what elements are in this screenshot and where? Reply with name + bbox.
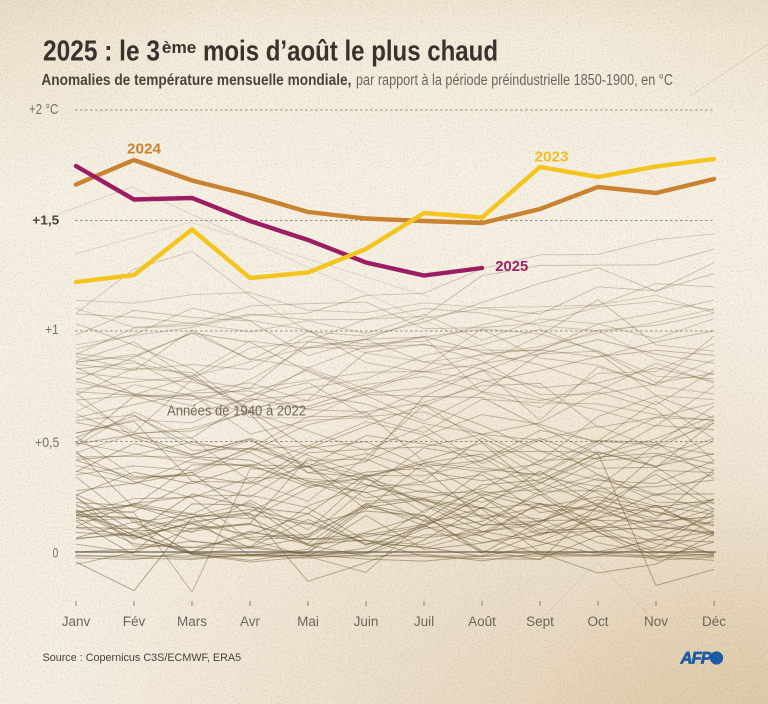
svg-text:2025: 2025 — [495, 258, 528, 275]
svg-text:Mai: Mai — [297, 614, 319, 629]
svg-text:+1: +1 — [45, 321, 59, 337]
svg-text:ème: ème — [162, 38, 196, 57]
svg-text:2024: 2024 — [127, 141, 162, 158]
svg-text:par rapport à la période préin: par rapport à la période préindustrielle… — [356, 72, 673, 89]
svg-text:Source : Copernicus C3S/ECMWF,: Source : Copernicus C3S/ECMWF, ERA5 — [43, 652, 242, 664]
svg-text:+1,5: +1,5 — [32, 214, 59, 228]
svg-text:Anomalies de température mensu: Anomalies de température mensuelle mondi… — [41, 72, 351, 89]
svg-text:Août: Août — [468, 614, 496, 629]
svg-text:Sept: Sept — [526, 614, 554, 629]
svg-text:Juin: Juin — [354, 614, 379, 629]
svg-text:Fév: Fév — [123, 614, 146, 629]
svg-text:Juil: Juil — [414, 614, 434, 629]
svg-text:AFP: AFP — [680, 650, 713, 668]
svg-text:Années de 1940 à 2022: Années de 1940 à 2022 — [167, 403, 306, 420]
svg-text:0: 0 — [53, 545, 59, 561]
svg-text:+0,5: +0,5 — [35, 434, 59, 450]
svg-text:Avr: Avr — [240, 614, 261, 629]
svg-text:2023: 2023 — [535, 149, 569, 166]
svg-text:2025 : le 3: 2025 : le 3 — [43, 36, 160, 68]
svg-text:Nov: Nov — [644, 614, 668, 629]
svg-text:Oct: Oct — [587, 614, 608, 629]
svg-text:mois d’août le plus chaud: mois d’août le plus chaud — [203, 36, 498, 68]
svg-text:Janv: Janv — [62, 614, 91, 629]
svg-text:+2 °C: +2 °C — [29, 101, 59, 118]
svg-text:Mars: Mars — [177, 614, 207, 629]
svg-text:Déc: Déc — [702, 614, 726, 629]
